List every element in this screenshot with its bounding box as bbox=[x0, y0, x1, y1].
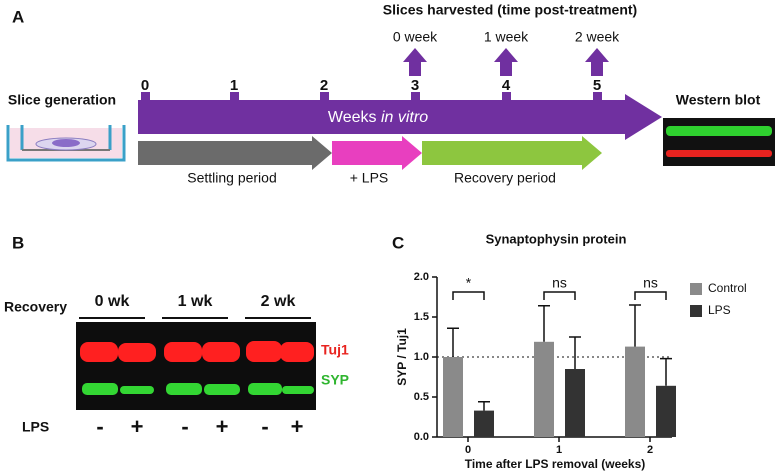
bar bbox=[534, 341, 554, 437]
error-bar bbox=[447, 327, 459, 357]
green-band bbox=[666, 126, 772, 136]
dish bbox=[6, 125, 126, 162]
y-tick-label: 0.5 bbox=[414, 391, 429, 403]
panel-letter: A bbox=[12, 7, 24, 26]
bar bbox=[625, 346, 645, 437]
lps-arrow bbox=[332, 136, 422, 170]
harvest-title: Slices harvested (time post-treatment) bbox=[383, 2, 637, 18]
y-axis-label: SYP / Tuj1 bbox=[395, 328, 409, 386]
syp-bands bbox=[82, 383, 314, 395]
harvest-label: 0 week bbox=[393, 29, 438, 45]
x-tick-label: 0 bbox=[465, 444, 471, 456]
y-tick-label: 1.5 bbox=[414, 311, 429, 323]
blot-a bbox=[663, 118, 775, 166]
error-bar bbox=[629, 304, 641, 347]
timeline-italic: in vitro bbox=[381, 109, 428, 126]
recovery-label: Recovery bbox=[4, 299, 67, 315]
bar bbox=[565, 369, 585, 437]
phase-label: Recovery period bbox=[454, 170, 556, 186]
blot-bg bbox=[663, 118, 775, 166]
bar bbox=[443, 357, 463, 437]
week-tick bbox=[230, 92, 239, 102]
band-label: Tuj1 bbox=[321, 342, 349, 358]
week-tick bbox=[502, 92, 511, 102]
timeline-label: Weeks in vitro bbox=[328, 109, 428, 126]
harvest-arrow bbox=[403, 48, 427, 76]
tuj1-bands bbox=[80, 341, 314, 362]
sign: + bbox=[216, 414, 229, 439]
error-bar bbox=[538, 305, 550, 342]
sign: + bbox=[131, 414, 144, 439]
x-axis-label: Time after LPS removal (weeks) bbox=[465, 457, 646, 471]
panel-letter: B bbox=[12, 233, 24, 252]
y-tick-label: 1.0 bbox=[414, 351, 429, 363]
settling-arrow bbox=[138, 136, 332, 170]
treatment-label: LPS bbox=[22, 419, 49, 435]
error-bar bbox=[660, 357, 672, 386]
harvest-arrow bbox=[494, 48, 518, 76]
phase-label: + LPS bbox=[350, 170, 389, 186]
band-label: SYP bbox=[321, 372, 349, 388]
annotation: ns bbox=[643, 275, 658, 291]
week-tick bbox=[411, 92, 420, 102]
sign: - bbox=[96, 414, 103, 439]
week-number: 5 bbox=[593, 77, 601, 94]
week-number: 2 bbox=[320, 77, 328, 94]
timepoint: 1 wk bbox=[178, 293, 213, 310]
blot-b bbox=[76, 322, 316, 410]
significance-bracket bbox=[543, 291, 576, 300]
chart-title: Synaptophysin protein bbox=[486, 231, 627, 246]
annotation: * bbox=[466, 275, 472, 291]
bar bbox=[474, 410, 494, 437]
legend-label: Control bbox=[708, 281, 747, 295]
western-blot: Western blot bbox=[676, 92, 761, 108]
legend-label: LPS bbox=[708, 303, 731, 317]
harvest-label: 1 week bbox=[484, 29, 529, 45]
sign: + bbox=[291, 414, 304, 439]
week-tick bbox=[320, 92, 329, 102]
weeks-arrow bbox=[138, 94, 662, 140]
harvest-label: 2 week bbox=[575, 29, 620, 45]
panel-letter: C bbox=[392, 233, 404, 252]
dish-wall bbox=[6, 125, 126, 162]
timepoint: 0 wk bbox=[95, 293, 130, 310]
week-number: 4 bbox=[502, 77, 511, 94]
error-bar bbox=[478, 401, 490, 411]
legend-swatch bbox=[690, 283, 702, 295]
legend-swatch bbox=[690, 305, 702, 317]
slice-core bbox=[52, 139, 80, 147]
timepoint: 2 wk bbox=[261, 293, 296, 310]
week-number: 0 bbox=[141, 77, 149, 94]
week-number: 3 bbox=[411, 77, 419, 94]
annotation: ns bbox=[552, 275, 567, 291]
timeline-arrows bbox=[138, 94, 662, 170]
sign: - bbox=[181, 414, 188, 439]
slice-generation: Slice generation bbox=[8, 92, 116, 108]
phase-label: Settling period bbox=[187, 170, 277, 186]
red-band bbox=[666, 150, 772, 157]
recovery-arrow bbox=[422, 136, 602, 170]
bar bbox=[656, 385, 676, 437]
week-number: 1 bbox=[230, 77, 238, 94]
timeline-word: Weeks bbox=[328, 109, 377, 126]
significance-bracket bbox=[634, 291, 667, 300]
x-tick-label: 1 bbox=[556, 444, 562, 456]
x-tick-label: 2 bbox=[647, 444, 653, 456]
week-tick bbox=[141, 92, 150, 102]
insert bbox=[20, 125, 112, 150]
significance-bracket bbox=[452, 291, 485, 300]
sign: - bbox=[261, 414, 268, 439]
y-tick-label: 2.0 bbox=[414, 271, 429, 283]
y-tick-label: 0.0 bbox=[414, 431, 429, 443]
week-tick bbox=[593, 92, 602, 102]
harvest-arrow bbox=[585, 48, 609, 76]
error-bar bbox=[569, 336, 581, 369]
blot-bg bbox=[76, 322, 316, 410]
